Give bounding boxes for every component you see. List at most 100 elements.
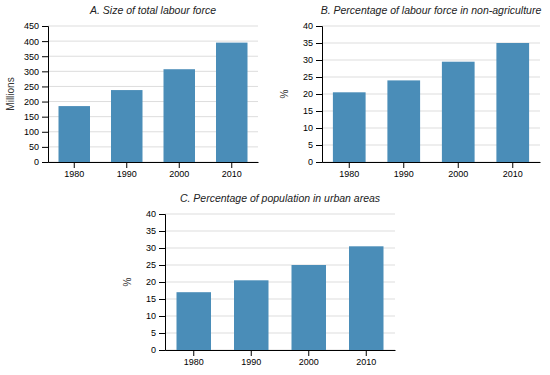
tick-mark [159, 214, 165, 215]
bar [216, 43, 248, 162]
tick-mark [159, 350, 165, 351]
tick: 5 [308, 140, 322, 150]
bar [333, 92, 366, 162]
bar [177, 292, 212, 350]
tick: 35 [303, 38, 322, 48]
tick-mark [42, 162, 48, 163]
tick: 2010 [503, 162, 523, 179]
tick-label: 1980 [64, 169, 84, 179]
grid-line [48, 41, 258, 42]
grid-line [322, 26, 540, 27]
tick: 200 [24, 97, 48, 107]
tick-mark [251, 350, 252, 356]
tick-mark [458, 162, 459, 168]
y-axis: 050100150200250300350400450 [24, 21, 49, 167]
tick-mark [316, 26, 322, 27]
chart: 05101520253035401980199020002010%C. Perc… [122, 192, 396, 367]
tick-label: 15 [146, 294, 156, 304]
tick-mark [42, 132, 48, 133]
tick-label: 1980 [184, 357, 204, 367]
tick-mark [403, 162, 404, 168]
chart: 05101520253035401980199020002010%B. Perc… [279, 4, 541, 179]
tick-label: 20 [146, 277, 156, 287]
tick-mark [74, 162, 75, 168]
tick-label: 30 [146, 243, 156, 253]
tick: 40 [303, 21, 322, 31]
bars [177, 246, 384, 350]
tick-label: 1980 [339, 169, 359, 179]
tick: 300 [24, 67, 48, 77]
title: A. Size of total labour force [89, 4, 216, 16]
tick: 2000 [299, 350, 319, 367]
grid-line [48, 26, 258, 27]
tick-label: 20 [303, 89, 313, 99]
y-axis-label: % [279, 89, 290, 98]
tick: 0 [308, 157, 322, 167]
bar [496, 43, 529, 162]
tick: 1980 [64, 162, 84, 179]
bar [111, 90, 143, 162]
tick: 15 [303, 106, 322, 116]
grid-line [165, 231, 395, 232]
tick: 20 [303, 89, 322, 99]
tick: 1980 [184, 350, 204, 367]
tick: 250 [24, 82, 48, 92]
title: C. Percentage of population in urban are… [180, 192, 381, 204]
bar [59, 106, 91, 162]
bar [349, 246, 384, 350]
axis-line [323, 162, 541, 163]
tick: 1990 [117, 162, 137, 179]
tick-label: 30 [303, 55, 313, 65]
tick-label: 50 [29, 142, 39, 152]
tick-label: 1990 [394, 169, 414, 179]
tick: 2010 [222, 162, 242, 179]
tick-mark [159, 231, 165, 232]
tick-label: 400 [24, 36, 39, 46]
tick-mark [42, 102, 48, 103]
tick-mark [316, 43, 322, 44]
tick-label: 2010 [222, 169, 242, 179]
tick: 100 [24, 127, 48, 137]
tick-label: 5 [151, 328, 156, 338]
tick-label: 2000 [448, 169, 468, 179]
x-axis: 1980 1990 2000 2010 [49, 162, 259, 179]
tick: 1980 [339, 162, 359, 179]
tick-label: 25 [303, 72, 313, 82]
tick: 350 [24, 52, 48, 62]
tick-label: 40 [303, 21, 313, 31]
tick: 30 [146, 243, 165, 253]
tick-mark [366, 350, 367, 356]
y-axis: 0510152025303540 [303, 21, 323, 167]
tick: 1990 [241, 350, 261, 367]
tick-label: 450 [24, 21, 39, 31]
tick: 30 [303, 55, 322, 65]
tick-label: 350 [24, 52, 39, 62]
tick: 150 [24, 112, 48, 122]
axis-line [42, 27, 49, 163]
tick-label: 100 [24, 127, 39, 137]
tick: 50 [29, 142, 48, 152]
tick-mark [349, 162, 350, 168]
tick-label: 1990 [117, 169, 137, 179]
axis-line [159, 215, 166, 351]
axis-line [316, 27, 323, 163]
tick-label: 250 [24, 82, 39, 92]
tick-label: 35 [146, 226, 156, 236]
tick-label: 300 [24, 67, 39, 77]
bars [333, 43, 529, 162]
tick-mark [231, 162, 232, 168]
tick: 40 [146, 209, 165, 219]
tick-label: 2000 [169, 169, 189, 179]
tick-mark [316, 162, 322, 163]
tick-mark [316, 94, 322, 95]
tick: 15 [146, 294, 165, 304]
tick: 25 [303, 72, 322, 82]
tick-label: 150 [24, 112, 39, 122]
bar [387, 80, 420, 162]
figure: 0 50 100 150 200 250 300 350 400 450 1980 1990 2000 2… [0, 0, 550, 375]
tick-mark [42, 26, 48, 27]
tick-mark [316, 128, 322, 129]
tick-label: 0 [308, 157, 313, 167]
x-axis: 1980199020002010 [166, 350, 396, 367]
y-axis-label: Millions [5, 77, 16, 110]
